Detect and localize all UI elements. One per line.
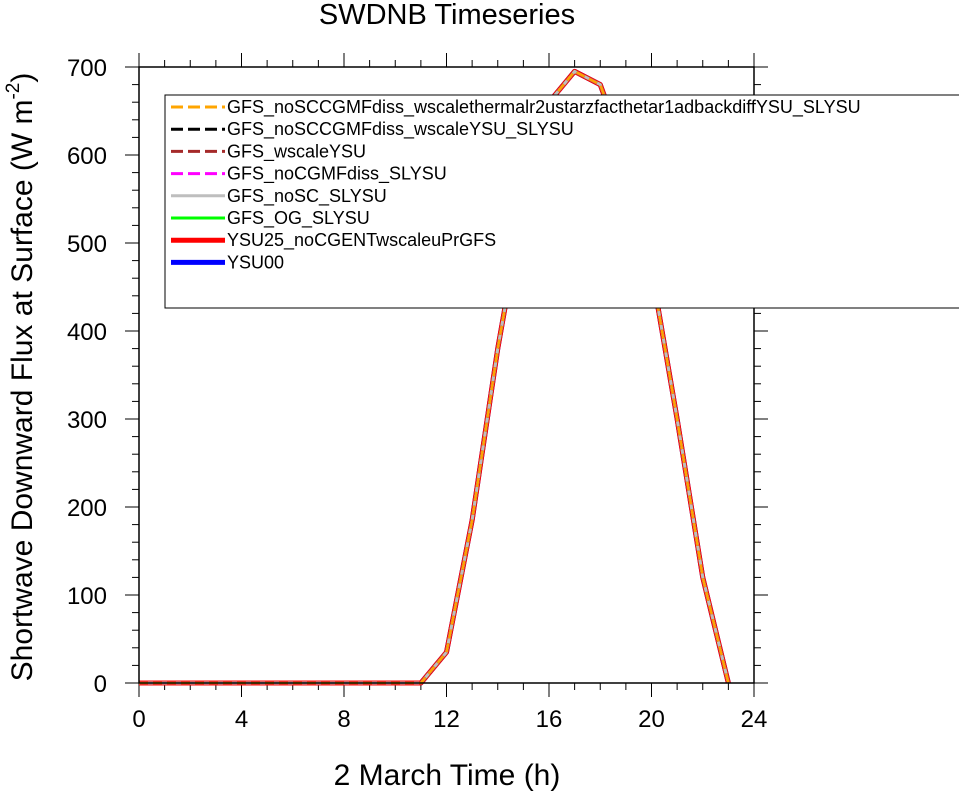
y-tick-label: 400	[67, 319, 107, 346]
x-tick-label: 12	[433, 706, 460, 733]
chart-title: SWDNB Timeseries	[319, 0, 575, 31]
y-axis-title: Shortwave Downward Flux at Surface (W m-…	[3, 73, 39, 682]
y-tick-label: 100	[67, 583, 107, 610]
x-tick-label: 4	[235, 706, 248, 733]
legend-box	[164, 94, 959, 309]
legend-label: YSU00	[227, 252, 284, 272]
legend-label: GFS_noSCCGMFdiss_wscaleYSU_SLYSU	[227, 119, 574, 140]
y-axis-title-close: )	[6, 73, 39, 83]
y-tick-label: 600	[67, 143, 107, 170]
legend-label: GFS_noSC_SLYSU	[227, 186, 387, 207]
y-tick-label: 0	[94, 671, 107, 698]
x-axis-title: 2 March Time (h)	[334, 759, 561, 792]
x-tick-label: 0	[132, 706, 145, 733]
y-axis-title-superscript: -2	[3, 83, 24, 100]
x-tick-label: 8	[337, 706, 350, 733]
legend-label: GFS_noCGMFdiss_SLYSU	[227, 164, 447, 185]
x-tick-label: 24	[741, 706, 768, 733]
legend-label: GFS_noSCCGMFdiss_wscalethermalr2ustarzfa…	[227, 97, 861, 118]
svg-text:Shortwave Downward Flux at Sur: Shortwave Downward Flux at Surface (W m-…	[3, 73, 39, 682]
y-axis-title-main: Shortwave Downward Flux at Surface (W m	[6, 100, 39, 682]
plot-frame	[138, 66, 755, 684]
x-tick-label: 20	[638, 706, 665, 733]
tick-labels: 0 4 8 12 16 20 24 0 100 200 300 400 500 600 700	[67, 55, 767, 733]
y-tick-label: 500	[67, 231, 107, 258]
y-tick-label: 700	[67, 55, 107, 82]
legend-label: GFS_wscaleYSU	[227, 141, 366, 162]
x-tick-label: 16	[536, 706, 563, 733]
legend-label: YSU25_noCGENTwscaleuPrGFS	[227, 230, 496, 251]
legend-label: GFS_OG_SLYSU	[227, 208, 370, 229]
y-tick-label: 300	[67, 407, 107, 434]
legend: GFS_noSCCGMFdiss_wscalethermalr2ustarzfa…	[164, 94, 959, 309]
y-tick-label: 200	[67, 495, 107, 522]
